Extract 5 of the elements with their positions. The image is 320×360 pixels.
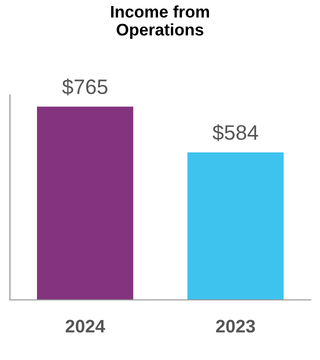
- data-label: $584: [212, 124, 258, 142]
- x-tick-label: 2023: [216, 320, 255, 333]
- chart-title: Income from Operations: [111, 5, 209, 39]
- x-tick-label: 2024: [66, 320, 106, 333]
- data-label: $765: [62, 78, 108, 96]
